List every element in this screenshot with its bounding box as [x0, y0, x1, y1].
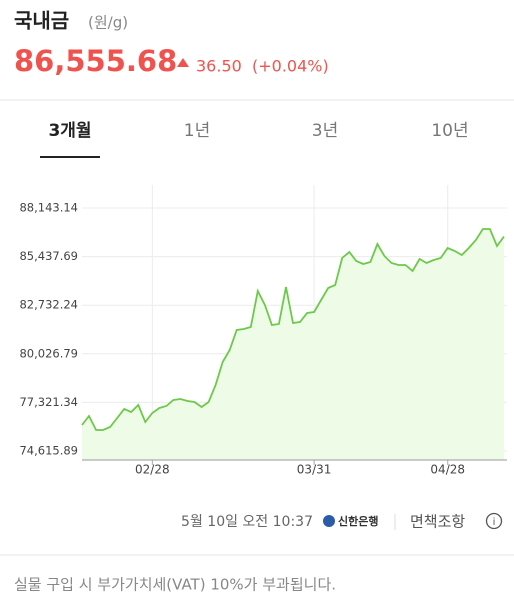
y-tick-label: 80,026.79 — [19, 346, 78, 360]
tabs: 3개월 1년 3년 10년 — [40, 121, 469, 158]
change-percent: (+0.04%) — [252, 57, 329, 76]
tab[interactable]: 3개월 — [48, 121, 91, 141]
bank-name: 신한은행 — [338, 514, 378, 528]
x-tick-label: 04/28 — [430, 463, 465, 477]
info-icon-glyph: i — [493, 517, 496, 528]
y-tick-label: 88,143.14 — [19, 201, 78, 215]
chart: 74,615.89 77,321.34 80,026.79 82,732.24 85,4… — [19, 185, 507, 477]
tab[interactable]: 10년 — [431, 121, 468, 141]
area — [82, 229, 507, 460]
change: 36.50 — [196, 57, 242, 76]
note: 실물 구입 시 부가가치세(VAT) 10%가 부과됩니다. — [14, 576, 336, 594]
info-icon[interactable] — [485, 512, 503, 530]
unit: (원/g) — [88, 14, 128, 32]
y-tick-label: 74,615.89 — [19, 444, 78, 458]
tab[interactable]: 3년 — [312, 121, 338, 141]
tab[interactable]: 1년 — [184, 121, 210, 141]
timestamp: 5월 10일 오전 10:37 — [181, 514, 313, 530]
y-tick-label: 82,732.24 — [19, 298, 78, 312]
disclaimer-link[interactable]: 면책조항 — [410, 513, 465, 531]
title: 국내금 — [14, 9, 69, 33]
x-tick-label: 03/31 — [297, 463, 332, 477]
price: 86,555.68 — [14, 44, 177, 78]
y-tick-label: 85,437.69 — [19, 249, 78, 263]
x-tick-label: 02/28 — [135, 463, 170, 477]
line — [81, 228, 505, 431]
up-arrow — [177, 58, 189, 67]
y-tick-label: 77,321.34 — [19, 395, 78, 409]
bank-logo — [323, 515, 335, 527]
